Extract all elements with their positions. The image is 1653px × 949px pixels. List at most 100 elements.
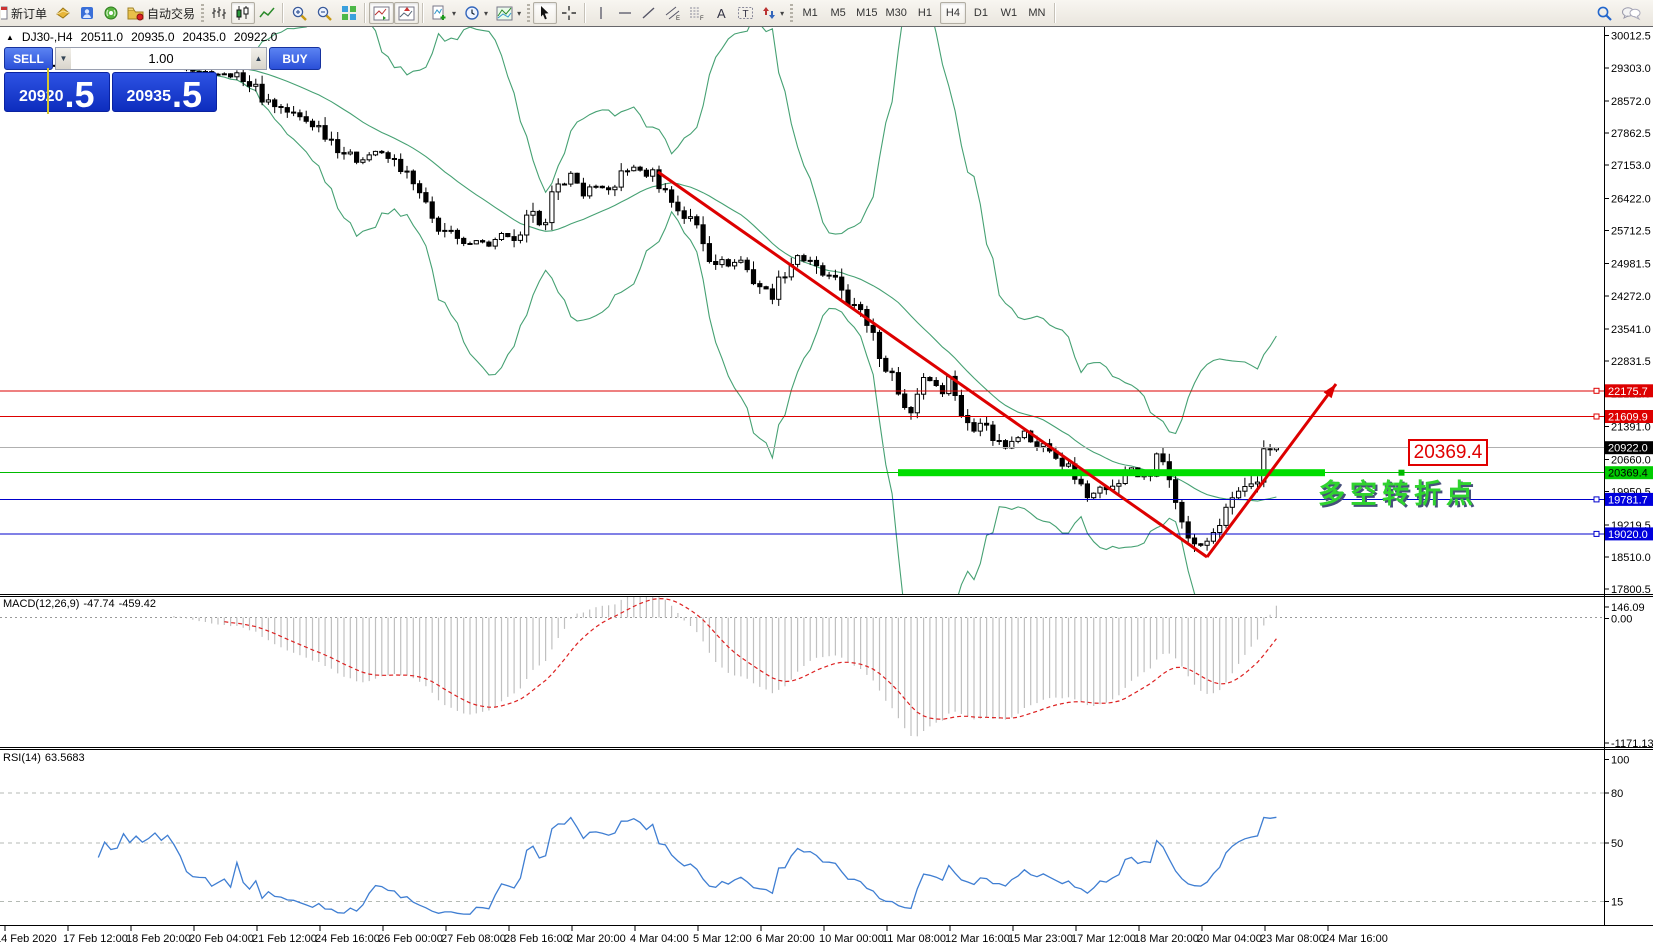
buy-price-display[interactable]: 20935 .5 — [111, 72, 217, 112]
toolbar-separator — [364, 3, 367, 23]
tile-windows-button[interactable] — [337, 2, 361, 24]
trend-line[interactable] — [657, 170, 1208, 559]
line-anchor-handle[interactable] — [1593, 496, 1600, 503]
chat-button[interactable] — [1617, 2, 1645, 24]
zoom-in-icon — [292, 6, 307, 21]
price-axis-label: 23541.0 — [1611, 324, 1651, 336]
indicators-button[interactable]: ▾ — [427, 2, 460, 24]
tf-button-D1[interactable]: D1 — [968, 2, 994, 24]
price-axis-label: 27153.0 — [1611, 160, 1651, 172]
macd-axis-label: 146.09 — [1611, 602, 1645, 614]
periods-button[interactable]: ▾ — [460, 2, 492, 24]
line-anchor-handle[interactable] — [1593, 387, 1600, 394]
trend-arrow-head — [1323, 384, 1336, 399]
svg-text:E: E — [676, 16, 680, 21]
sell-price-display[interactable]: 20920 .5 — [4, 72, 110, 112]
volume-decrease-button[interactable]: ▼ — [56, 48, 71, 69]
price-badge — [1605, 492, 1653, 506]
market-watch-icon — [56, 7, 70, 19]
line-chart-button[interactable] — [255, 2, 279, 24]
autotrading-button[interactable]: 自动交易 — [123, 2, 199, 24]
time-axis-label: 17 Feb 12:00 — [63, 933, 128, 945]
macd-axis-label: 0.00 — [1611, 614, 1632, 626]
tf-button-MN[interactable]: MN — [1024, 2, 1050, 24]
trend-line[interactable] — [1205, 383, 1338, 558]
candlestick-chart-button[interactable] — [231, 2, 256, 24]
price-badge-label: 20369.4 — [1608, 468, 1648, 480]
tf-button-W1[interactable]: W1 — [996, 2, 1022, 24]
horizontal-line-button[interactable] — [613, 2, 637, 24]
rsi-label: RSI(14) 63.5683 — [3, 752, 85, 764]
price-badge-label: 20922.0 — [1608, 443, 1648, 455]
tf-button-M15[interactable]: M15 — [853, 2, 880, 24]
zoom-out-icon — [317, 6, 332, 21]
text-icon: A — [717, 6, 726, 21]
equidistant-channel-button[interactable]: E — [661, 2, 685, 24]
crosshair-button[interactable] — [557, 2, 581, 24]
new-order-button[interactable]: 新订单 — [0, 2, 51, 24]
line-anchor-handle[interactable] — [1593, 413, 1600, 420]
cursor-icon — [541, 6, 549, 20]
panel-separators[interactable] — [0, 594, 1653, 926]
cursor-button[interactable] — [533, 2, 558, 24]
zoom-in-button[interactable] — [287, 2, 312, 24]
support-price-label[interactable]: 20369.4 — [1408, 439, 1488, 466]
new-order-label: 新订单 — [11, 6, 48, 21]
tf-button-H4[interactable]: H4 — [939, 2, 966, 24]
crosshair-icon — [562, 6, 577, 20]
chart-shift-button[interactable] — [394, 2, 420, 24]
one-click-trading-panel: SELL ▼ ▲ BUY 20920 .5 20935 .5 — [4, 47, 321, 112]
price-axis-label: 27862.5 — [1611, 128, 1651, 140]
collapse-triangle-icon[interactable]: ▲ — [6, 32, 14, 42]
bollinger-band-line — [129, 66, 1196, 594]
search-button[interactable] — [1592, 2, 1617, 24]
svg-text:F: F — [700, 16, 704, 21]
turning-point-annotation[interactable]: 多空转折点 — [1318, 479, 1478, 509]
vertical-line-object[interactable] — [47, 68, 49, 114]
tf-button-H1[interactable]: H1 — [912, 2, 938, 24]
buy-price-big: .5 — [171, 74, 203, 112]
ohlc-low: 20435.0 — [182, 30, 226, 44]
volume-input[interactable] — [71, 48, 251, 69]
data-window-button[interactable] — [75, 2, 99, 24]
navigator-button[interactable] — [99, 2, 123, 24]
tf-button-M5[interactable]: M5 — [825, 2, 851, 24]
tf-button-M1[interactable]: M1 — [797, 2, 823, 24]
templates-button[interactable]: ▾ — [492, 2, 525, 24]
price-badge-label: 19781.7 — [1608, 494, 1648, 506]
buy-price-main: 20935 — [126, 88, 171, 105]
text-label-icon: T — [738, 7, 754, 20]
candlestick-chart-icon — [236, 6, 249, 20]
text-button[interactable]: A — [709, 2, 733, 24]
zoom-out-button[interactable] — [312, 2, 337, 24]
vertical-line-button[interactable] — [589, 2, 613, 24]
price-badge — [1605, 384, 1653, 398]
market-watch-button[interactable] — [51, 2, 75, 24]
navigator-icon — [104, 6, 118, 20]
fibonacci-button[interactable]: F — [685, 2, 709, 24]
toolbar-grip — [201, 4, 205, 22]
time-axis-label: 12 Mar 16:00 — [945, 933, 1010, 945]
price-axis-label: 20660.0 — [1611, 455, 1651, 467]
line-anchor-handle[interactable] — [1398, 469, 1405, 476]
trendline-button[interactable] — [637, 2, 661, 24]
auto-scroll-button[interactable] — [369, 2, 395, 24]
chart-shift-icon — [398, 6, 415, 20]
text-label-button[interactable]: T — [733, 2, 758, 24]
dropdown-arrow-icon: ▾ — [517, 8, 522, 18]
price-axis-label: 24981.5 — [1611, 259, 1651, 271]
line-anchor-handle[interactable] — [1593, 530, 1600, 537]
price-axis-label: 21391.0 — [1611, 421, 1651, 433]
volume-increase-button[interactable]: ▲ — [251, 48, 266, 69]
buy-button[interactable]: BUY — [269, 47, 321, 70]
price-axis-label: 29303.0 — [1611, 63, 1651, 75]
support-zone-bar[interactable] — [898, 469, 1325, 477]
arrows-button[interactable]: ▾ — [758, 2, 788, 24]
price-axis-label: 22831.5 — [1611, 356, 1651, 368]
bar-chart-button[interactable] — [207, 2, 231, 24]
symbol-period-label: DJ30-,H4 — [21, 30, 73, 44]
tf-button-M30[interactable]: M30 — [883, 2, 910, 24]
sell-button[interactable]: SELL — [4, 47, 53, 70]
